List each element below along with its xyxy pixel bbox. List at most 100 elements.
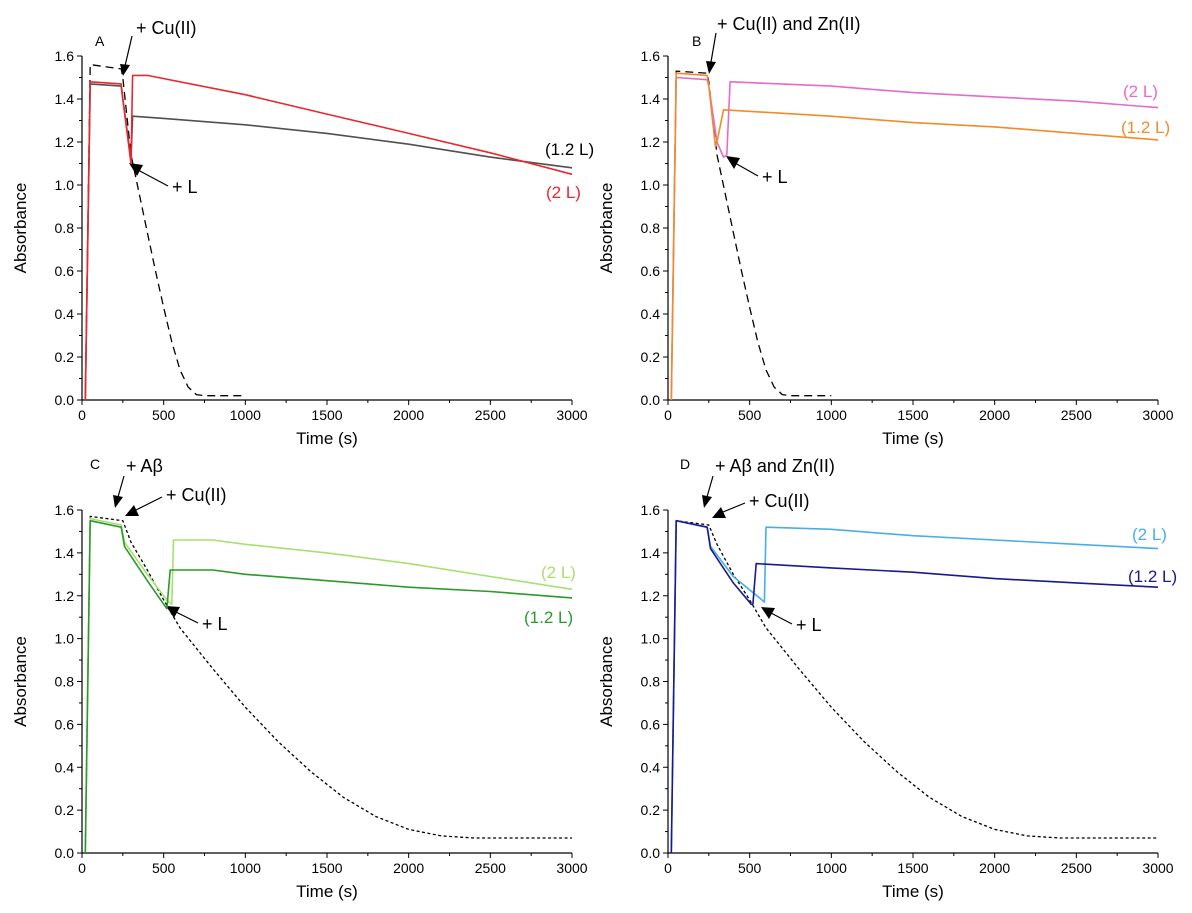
series-label: (1.2 L) — [1128, 567, 1177, 586]
series-line-2l — [84, 517, 573, 854]
x-tick-label: 500 — [738, 860, 762, 876]
x-axis-title: Time (s) — [882, 429, 944, 448]
panel-letter-b: B — [692, 33, 701, 49]
axis-frame-a — [81, 56, 572, 401]
series-line-control — [670, 520, 1158, 854]
y-tick-label: 0.2 — [55, 349, 75, 365]
x-tick-label: 1000 — [230, 407, 261, 423]
x-tick-label: 0 — [664, 407, 672, 423]
y-tick-label: 1.6 — [641, 502, 661, 518]
x-tick-label: 1500 — [311, 860, 342, 876]
arrow-add-abeta-zn — [706, 475, 714, 498]
x-tick-label: 0 — [78, 407, 86, 423]
y-tick-label: 0.0 — [55, 845, 75, 861]
y-tick-label: 0.4 — [55, 306, 75, 322]
annotation-add-l: + L — [172, 177, 198, 197]
series-label: (2 L) — [541, 563, 576, 582]
panel-b: B + Cu(II) and Zn(II) + L 0 500 1000 1500 20… — [597, 14, 1174, 448]
panel-c: C + Aβ + Cu(II) + L 0 500 1000 1500 2000 2500… — [11, 456, 588, 901]
series-label: (1.2 L) — [524, 608, 573, 627]
series-line-2l — [670, 76, 1159, 401]
arrow-add-cu — [135, 496, 163, 511]
axis-frame-d — [667, 510, 1158, 854]
y-axis-title: Absorbance — [597, 183, 616, 274]
arrow-add-cu-zn — [710, 32, 717, 63]
series-label: (2 L) — [1132, 525, 1167, 544]
y-tick-label: 1.6 — [55, 502, 75, 518]
panel-letter-d: D — [680, 456, 690, 472]
x-tick-label: 2000 — [393, 407, 424, 423]
x-tick-label: 500 — [152, 407, 176, 423]
y-tick-label: 1.0 — [55, 631, 75, 647]
x-tick-label: 3000 — [1142, 860, 1173, 876]
y-tick-label: 0.4 — [641, 306, 661, 322]
x-tick-label: 3000 — [1142, 407, 1173, 423]
x-axis-title: Time (s) — [296, 882, 358, 901]
x-tick-label: 3000 — [556, 407, 587, 423]
arrow-add-l — [734, 162, 759, 177]
series-line-2l — [670, 519, 1159, 854]
series-line-control — [670, 70, 832, 401]
arrowhead-add-l — [761, 607, 775, 619]
y-tick-label: 0.4 — [55, 759, 75, 775]
y-tick-label: 1.6 — [641, 48, 661, 64]
arrowhead-add-cu — [712, 507, 726, 518]
x-tick-label: 2000 — [393, 860, 424, 876]
y-tick-label: 0.6 — [55, 716, 75, 732]
series-label: (2 L) — [546, 183, 581, 202]
series-line-12l — [84, 83, 573, 401]
series-line-2l — [84, 74, 573, 401]
arrowhead-add-l — [726, 156, 740, 169]
arrowhead-add-abeta — [113, 495, 123, 508]
y-tick-label: 1.4 — [55, 91, 75, 107]
y-tick-label: 0.8 — [641, 220, 661, 236]
annotation-add-l: + L — [202, 614, 228, 634]
axis-frame-c — [81, 510, 572, 854]
annotation-add-cu: + Cu(II) — [166, 485, 227, 505]
annotation-add-l: + L — [796, 615, 822, 635]
y-tick-label: 1.4 — [55, 545, 75, 561]
y-tick-label: 0.6 — [641, 263, 661, 279]
arrow-add-abeta — [117, 475, 125, 498]
x-tick-label: 1500 — [897, 860, 928, 876]
y-tick-label: 0.8 — [55, 220, 75, 236]
y-tick-label: 1.0 — [55, 177, 75, 193]
y-tick-label: 1.2 — [641, 134, 661, 150]
x-tick-label: 0 — [78, 860, 86, 876]
panel-letter-a: A — [95, 33, 105, 49]
x-tick-label: 0 — [664, 860, 672, 876]
x-tick-label: 2000 — [979, 407, 1010, 423]
y-tick-label: 1.2 — [55, 134, 75, 150]
y-tick-label: 0.4 — [641, 759, 661, 775]
y-tick-label: 0.2 — [641, 802, 661, 818]
x-tick-label: 500 — [738, 407, 762, 423]
y-tick-label: 0.8 — [641, 674, 661, 690]
x-axis-title: Time (s) — [882, 882, 944, 901]
arrow-add-l — [175, 611, 199, 624]
x-tick-label: 1000 — [230, 860, 261, 876]
arrow-add-cu — [124, 35, 133, 67]
annotation-add-abeta: + Aβ — [126, 456, 163, 476]
y-tick-label: 0.0 — [641, 392, 661, 408]
x-tick-label: 2500 — [475, 860, 506, 876]
series-label: (2 L) — [1123, 82, 1158, 101]
arrow-add-l — [770, 612, 793, 625]
y-tick-label: 0.2 — [641, 349, 661, 365]
series-line-control — [84, 515, 572, 854]
y-tick-label: 1.2 — [641, 588, 661, 604]
y-axis-title: Absorbance — [11, 183, 30, 274]
y-tick-label: 1.4 — [641, 545, 661, 561]
x-tick-label: 500 — [152, 860, 176, 876]
series-line-control — [84, 63, 246, 401]
axis-frame-b — [667, 56, 1158, 401]
x-tick-label: 3000 — [556, 860, 587, 876]
y-tick-label: 1.2 — [55, 588, 75, 604]
x-tick-label: 2500 — [1061, 860, 1092, 876]
y-tick-label: 0.8 — [55, 674, 75, 690]
arrow-add-l — [137, 169, 169, 187]
series-line-12l — [670, 519, 1159, 854]
series-line-12l — [84, 519, 573, 854]
x-tick-label: 2000 — [979, 860, 1010, 876]
y-tick-label: 1.0 — [641, 631, 661, 647]
series-label: (1.2 L) — [1121, 118, 1170, 137]
